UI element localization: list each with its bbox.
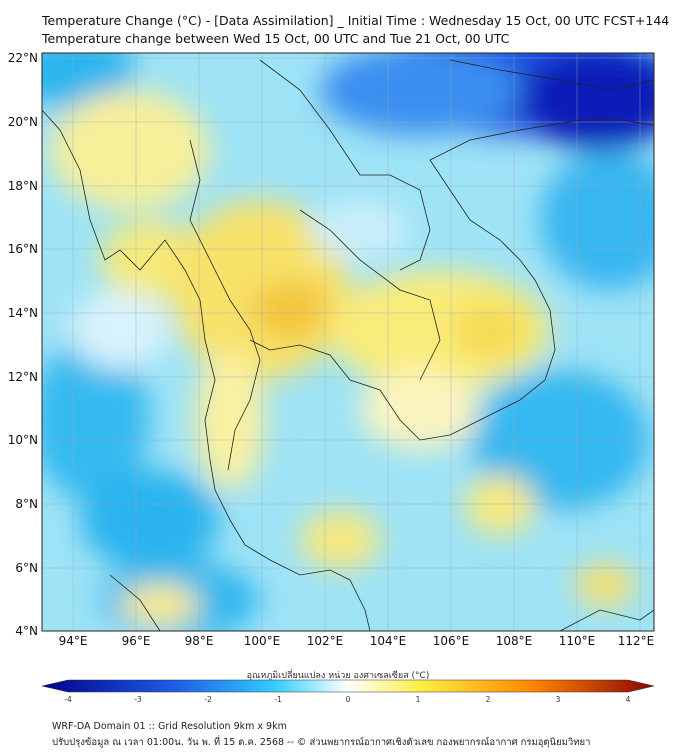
colorbar-tick: 4 (626, 695, 631, 704)
colorbar-tick: -4 (64, 695, 72, 704)
lon-label: 108°E (496, 634, 533, 648)
lon-label: 104°E (370, 634, 407, 648)
footer-model-info: WRF-DA Domain 01 :: Grid Resolution 9km … (52, 721, 287, 732)
lat-label: 12°N (8, 370, 38, 384)
lon-label: 94°E (59, 634, 88, 648)
colorbar-label: อุณหภูมิเปลี่ยนแปลง หน่วย องศาเซลเซียส (… (246, 671, 430, 681)
map-subtitle: Temperature change between Wed 15 Oct, 0… (42, 31, 510, 46)
colorbar-tick: -1 (274, 695, 282, 704)
lat-label: 4°N (15, 624, 38, 638)
lon-label: 102°E (307, 634, 344, 648)
lat-label: 6°N (15, 561, 38, 575)
lon-label: 96°E (122, 634, 151, 648)
colorbar-tick: -2 (204, 695, 212, 704)
lat-label: 14°N (8, 306, 38, 320)
colorbar-ramp (41, 679, 655, 693)
map-title: Temperature Change (°C) - [Data Assimila… (42, 13, 670, 28)
coastlines (42, 59, 654, 631)
lon-label: 100°E (244, 634, 281, 648)
lon-label: 112°E (618, 634, 655, 648)
lat-label: 18°N (8, 179, 38, 193)
colorbar-tick: 2 (486, 695, 491, 704)
temperature-field (42, 53, 654, 631)
lat-label: 22°N (8, 51, 38, 65)
lat-label: 16°N (8, 242, 38, 256)
colorbar-tick: -3 (134, 695, 142, 704)
lat-label: 8°N (15, 497, 38, 511)
lat-label: 20°N (8, 115, 38, 129)
colorbar-tick: 0 (346, 695, 351, 704)
lat-lon-grid (42, 53, 654, 631)
footer-update-info: ปรับปรุงข้อมูล ณ เวลา 01:00น. วัน พ. ที่… (52, 737, 591, 748)
lon-label: 106°E (433, 634, 470, 648)
colorbar-tick: 3 (556, 695, 561, 704)
lon-label: 110°E (559, 634, 596, 648)
map-frame (41, 52, 655, 632)
colorbar-tick: 1 (416, 695, 421, 704)
colorbar: -4 -3 -2 -1 0 1 2 3 4 (41, 679, 655, 704)
temperature-change-map: 22°N 20°N 18°N 16°N 14°N 12°N 10°N 8°N 6… (8, 51, 655, 648)
lat-label: 10°N (8, 433, 38, 447)
lon-label: 98°E (185, 634, 214, 648)
